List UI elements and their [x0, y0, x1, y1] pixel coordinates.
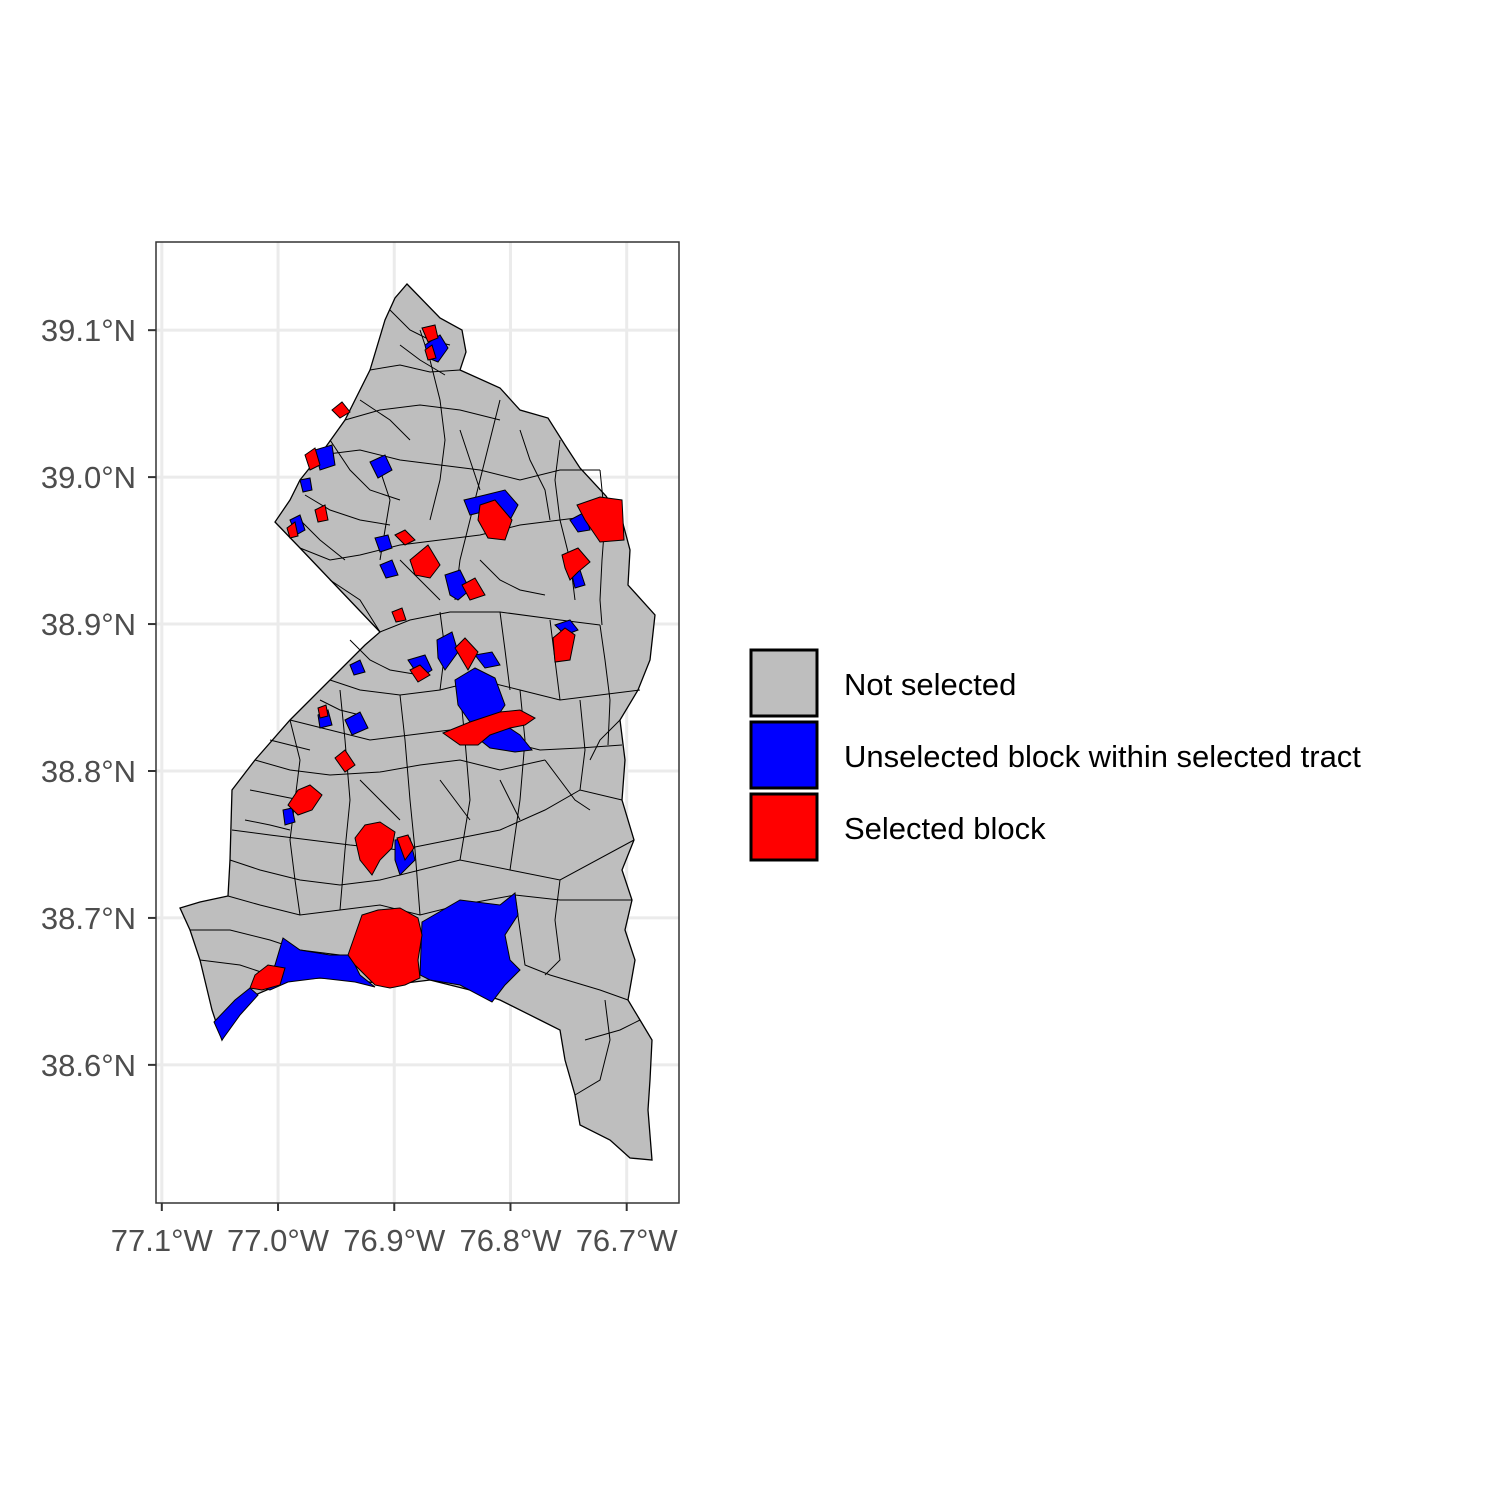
block-south-large-center [347, 907, 423, 989]
block-n-red-3 [421, 324, 439, 343]
county-map [179, 283, 656, 1161]
y-tick-label: 39.0°N [41, 460, 136, 495]
legend-key-unselected [749, 720, 819, 790]
block-c-red-4 [409, 664, 431, 683]
block-s-2 [282, 807, 296, 826]
block-mid-red-2 [354, 821, 396, 876]
block-e-red [561, 547, 591, 581]
block-c-red [409, 544, 441, 579]
legend-key-selected [749, 792, 819, 862]
block-w-red-3 [391, 607, 407, 623]
block-c-3 [436, 631, 459, 671]
block-c-5 [374, 534, 393, 553]
block-c-6 [379, 559, 399, 579]
block-c-red-3 [454, 637, 479, 672]
x-tick-label: 76.9°W [343, 1223, 446, 1258]
legend: Not selected Unselected block within sel… [749, 648, 1361, 862]
block-c-4 [474, 651, 501, 669]
block-w-red [287, 784, 323, 816]
block-n-red [304, 447, 321, 471]
legend-label-selected: Selected block [844, 811, 1046, 846]
y-axis: 38.6°N 38.7°N 38.8°N 38.9°N 39.0°N 39.1°N [41, 313, 156, 1083]
legend-label-not-selected: Not selected [844, 667, 1016, 702]
county-outline [179, 283, 656, 1161]
block-mid-red [441, 709, 536, 746]
block-e-red-2 [552, 627, 576, 663]
plot-panel-border [155, 241, 680, 1204]
block-n-1 [369, 454, 393, 479]
block-c-red-5 [394, 529, 416, 546]
block-w-red-4 [317, 704, 329, 719]
block-c-7 [349, 659, 366, 676]
x-tick-label: 77.1°W [111, 1223, 214, 1258]
block-w-1 [344, 711, 369, 736]
selected-blocks [249, 324, 625, 991]
block-nw-red [286, 521, 299, 539]
block-south-far-west [213, 987, 259, 1041]
block-mid-red-3 [396, 834, 415, 862]
legend-label-unselected: Unselected block within selected tract [844, 739, 1361, 774]
y-tick-label: 38.8°N [41, 754, 136, 789]
y-tick-label: 38.9°N [41, 607, 136, 642]
x-axis: 77.1°W 77.0°W 76.9°W 76.8°W 76.7°W [111, 1203, 679, 1258]
block-n-red-4 [424, 344, 437, 361]
block-nw-red-2 [314, 504, 329, 523]
y-tick-label: 38.6°N [41, 1048, 136, 1083]
block-nw-2 [299, 477, 313, 493]
legend-key-not-selected [749, 648, 819, 718]
x-tick-label: 76.7°W [576, 1223, 679, 1258]
block-south-west-red [249, 964, 286, 991]
block-ne-red-2 [576, 496, 625, 543]
y-tick-label: 38.7°N [41, 901, 136, 936]
x-tick-label: 76.8°W [459, 1223, 562, 1258]
block-south-large-east [419, 892, 521, 1003]
y-tick-label: 39.1°N [41, 313, 136, 348]
block-w-red-2 [334, 749, 356, 773]
x-tick-label: 77.0°W [227, 1223, 330, 1258]
block-ne-red [477, 499, 513, 541]
block-c-red-2 [461, 577, 486, 601]
block-n-red-2 [331, 401, 351, 419]
block-c-1 [444, 569, 471, 601]
